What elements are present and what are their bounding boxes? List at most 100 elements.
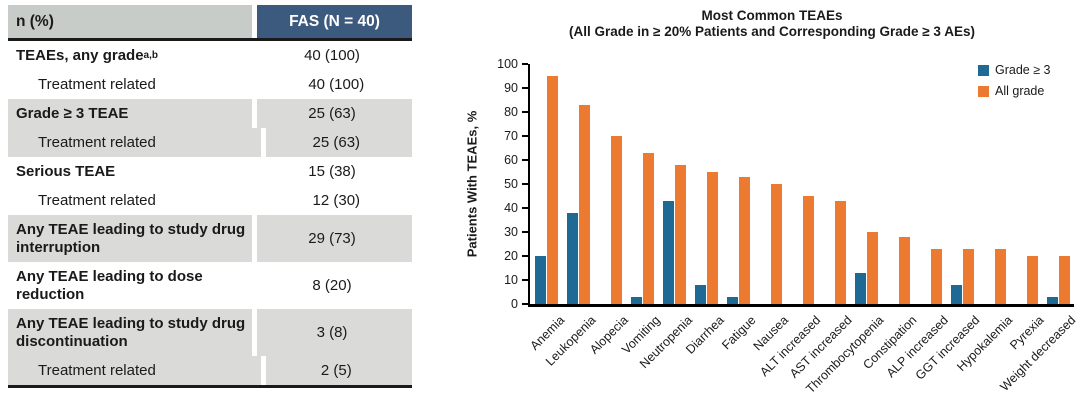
chart-area: Patients With TEAEs, % Anemia Leukopenia A… — [432, 43, 1080, 396]
bar-group: Neutropenia — [637, 64, 695, 371]
bar-group: Anemia — [527, 64, 567, 353]
bar-allgrade — [546, 76, 558, 305]
y-tick-label: 60 — [504, 153, 518, 168]
bar-grade3 — [1046, 297, 1058, 305]
legend-item-allgrade: All grade — [978, 84, 1051, 98]
row-value: 25 (63) — [265, 128, 412, 157]
table-row: Grade ≥ 3 TEAE 25 (63) — [8, 99, 412, 128]
y-tick-label: 80 — [504, 105, 518, 120]
legend-swatch-allgrade — [978, 85, 989, 97]
row-label: Treatment related — [38, 191, 156, 209]
bar-group: AST increased — [787, 64, 855, 381]
bar-allgrade — [1058, 256, 1070, 305]
bar-allgrade — [642, 153, 654, 305]
y-tick-label: 40 — [504, 201, 518, 216]
row-value: 3 (8) — [257, 309, 412, 356]
bar-allgrade — [738, 177, 750, 305]
bar-grade3 — [726, 297, 738, 305]
chart-legend: Grade ≥ 3 All grade — [978, 63, 1051, 98]
row-label: TEAEs, any grade a,b — [16, 46, 158, 64]
y-tick-label: 70 — [504, 129, 518, 144]
legend-label-allgrade: All grade — [995, 84, 1045, 99]
bar-group: Fatigue — [720, 64, 759, 353]
bar-allgrade — [706, 172, 718, 305]
y-tick-label: 90 — [504, 81, 518, 96]
row-label: Any TEAE leading to dose reduction — [16, 268, 203, 303]
bar-allgrade — [834, 201, 846, 305]
y-tick-label: 20 — [504, 249, 518, 264]
bar-allgrade — [674, 165, 686, 305]
bar-allgrade — [962, 249, 974, 305]
table-row: TEAEs, any grade a,b 40 (100) — [8, 41, 412, 70]
row-label: Serious TEAE — [16, 162, 116, 180]
bar-group: Leukopenia — [543, 64, 599, 369]
table-row: Any TEAE leading to study drug discontin… — [8, 309, 412, 356]
y-tick — [522, 231, 528, 234]
bar-allgrade — [770, 184, 782, 305]
row-label: Grade ≥ 3 TEAE — [8, 99, 252, 128]
row-value: 8 (20) — [312, 277, 352, 294]
bar-allgrade — [930, 249, 942, 305]
table-row: Any TEAE leading to dose reduction 8 (20) — [8, 262, 412, 309]
y-tick — [522, 135, 528, 138]
bars-container: Anemia Leukopenia Alopecia Vomiting Neutrope… — [527, 64, 1079, 396]
x-axis-label: Fatigue — [719, 313, 759, 353]
y-tick — [522, 255, 528, 258]
bar-group: GGT increased — [913, 64, 983, 383]
table-row: Treatment related 40 (100) — [8, 70, 412, 99]
row-value: 2 (5) — [265, 356, 412, 385]
bar-grade3 — [950, 285, 962, 305]
bar-group: Pyrexia — [1008, 64, 1047, 353]
bar-allgrade — [898, 237, 910, 305]
row-label: Any TEAE leading to study drug interrupt… — [8, 215, 252, 262]
bar-group: Diarrhea — [683, 64, 727, 357]
row-value: 25 (63) — [257, 99, 412, 128]
row-label: Treatment related — [8, 128, 261, 157]
y-axis-title: Patients With TEAEs, % — [464, 111, 480, 258]
bar-allgrade — [866, 232, 878, 305]
y-tick — [522, 183, 528, 186]
row-value: 15 (38) — [308, 163, 356, 180]
bar-allgrade — [578, 105, 590, 305]
table-row: Treatment related 25 (63) — [8, 128, 412, 157]
y-tick — [522, 111, 528, 114]
row-label: Treatment related — [8, 356, 261, 385]
table-header-n-percent: n (%) — [8, 5, 252, 38]
row-value: 40 (100) — [308, 76, 365, 93]
bar-grade3 — [662, 201, 674, 305]
legend-swatch-grade3 — [978, 64, 989, 76]
table-header-row: n (%) FAS (N = 40) — [8, 5, 412, 38]
y-tick-label: 30 — [504, 225, 518, 240]
bar-allgrade — [994, 249, 1006, 305]
bar-grade3 — [534, 256, 546, 305]
bar-grade3 — [854, 273, 866, 305]
bar-group: Hypokalemia — [954, 64, 1015, 374]
bar-group: Vomiting — [619, 64, 663, 357]
bar-allgrade — [802, 196, 814, 305]
table-body: TEAEs, any grade a,b 40 (100) Treatment rel… — [8, 41, 412, 385]
table-row: Treatment related 2 (5) — [8, 356, 412, 385]
bar-group: Nausea — [751, 64, 791, 354]
bar-group: Thrombocytopenia — [804, 64, 887, 396]
legend-label-grade3: Grade ≥ 3 — [995, 63, 1051, 78]
row-label: Treatment related — [38, 75, 156, 93]
y-tick-label: 50 — [504, 177, 518, 192]
row-value: 29 (73) — [257, 215, 412, 262]
bar-group: Weight decreased — [998, 64, 1079, 394]
bar-grade3 — [694, 285, 706, 305]
y-tick — [522, 87, 528, 90]
bar-grade3 — [566, 213, 578, 305]
bar-grade3 — [630, 297, 642, 305]
y-tick-label: 10 — [504, 273, 518, 288]
table-top-rule — [8, 38, 412, 41]
chart-subtitle: (All Grade in ≥ 20% Patients and Corresp… — [569, 24, 975, 40]
y-tick — [522, 63, 528, 66]
bar-group: Constipation — [860, 64, 919, 372]
bar-allgrade — [610, 136, 622, 305]
y-tick-label: 100 — [497, 57, 518, 72]
teae-chart-panel: Most Common TEAEs (All Grade in ≥ 20% Pa… — [432, 0, 1080, 400]
y-tick — [522, 303, 528, 306]
row-label: Any TEAE leading to study drug discontin… — [8, 309, 252, 356]
bar-group: Alopecia — [587, 64, 631, 357]
teae-summary-panel: n (%) FAS (N = 40) TEAEs, any grade a,b 40… — [0, 0, 432, 400]
